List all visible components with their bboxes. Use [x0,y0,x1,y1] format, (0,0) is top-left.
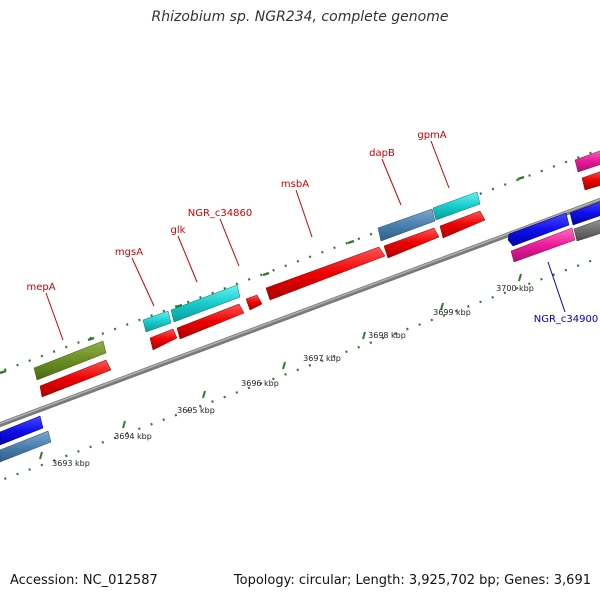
genome-backbone [0,197,600,428]
major-tick [362,331,366,340]
major-tick [0,369,7,375]
gene-label-NGR_c34860[interactable]: NGR_c34860 [188,208,253,219]
major-tick [87,336,95,342]
gene-label-mepA[interactable]: mepA [26,282,55,293]
gene-dapB-feature[interactable] [377,208,436,242]
gene-mepA-cds[interactable] [39,359,112,398]
gene-mgsA-cds[interactable] [149,328,178,351]
scale-label: 3696 kbp [241,379,279,388]
major-tick [262,271,270,277]
gene-label-dapB[interactable]: dapB [369,148,395,159]
gene-edge-cds[interactable] [581,170,600,191]
gene-NGR_c34900[interactable] [510,227,576,263]
scale-label: 3694 kbp [114,432,152,441]
gene-label-group: mepA mgsA glk NGR_c34860 msbA dapB gpmA … [26,130,598,325]
scale-label: 3695 kbp [177,406,215,415]
gene-dapB-cds[interactable] [383,227,440,259]
gene-label-NGR_c34900[interactable]: NGR_c34900 [534,314,599,325]
gene-glk-cds[interactable] [176,303,245,340]
gene-label-msbA[interactable]: msbA [281,179,309,190]
scale-label: 3700 kbp [496,284,534,293]
accession-text: Accession: NC_012587 [10,573,158,588]
scale-label: 3698 kbp [368,331,406,340]
forward-genes [33,149,600,398]
gene-glk-feature[interactable] [170,284,241,323]
reverse-genes [0,200,600,463]
gene-NGR_c34900-blue[interactable] [507,212,570,247]
genome-backbone-highlight [0,198,600,425]
scale-label: 3697 kbp [303,354,341,363]
genome-summary-text: Topology: circular; Length: 3,925,702 bp… [233,573,591,588]
major-tick [39,451,43,460]
major-tick [122,420,126,429]
gene-mepA-feature[interactable] [33,340,107,381]
gene-left-reverse-blue[interactable] [0,415,44,446]
gene-edge-feature[interactable] [574,149,600,173]
major-tick [202,390,206,399]
gene-mgsA-feature[interactable] [142,310,172,333]
gene-left-reverse-steel[interactable] [0,430,52,463]
gene-edge-reverse-blue[interactable] [569,200,600,226]
gene-label-gpmA[interactable]: gpmA [417,130,446,141]
gene-gpmA-cds[interactable] [439,210,486,239]
gene-gpmA-feature[interactable] [432,191,481,221]
label-leaders [45,140,566,341]
gene-label-glk[interactable]: glk [171,225,186,236]
inner-tick-track [0,256,600,482]
scale-label: 3693 kbp [52,459,90,468]
major-tick [175,303,183,309]
gene-NGR_c34860-cds[interactable] [245,294,263,311]
major-tick [517,175,525,181]
map-title: Rhizobium sp. NGR234, complete genome [151,9,449,25]
gene-edge-reverse-gray[interactable] [573,218,600,242]
major-tick [518,273,522,282]
major-tick [440,302,444,311]
major-tick [347,239,355,245]
gene-msbA-cds[interactable] [265,246,386,301]
outer-tick-track [0,148,600,375]
major-tick [282,361,286,370]
scale-label: 3699 kbp [433,308,471,317]
scale-label-group: 3693 kbp 3694 kbp 3695 kbp 3696 kbp 3697… [52,284,534,468]
gene-label-mgsA[interactable]: mgsA [115,247,143,258]
